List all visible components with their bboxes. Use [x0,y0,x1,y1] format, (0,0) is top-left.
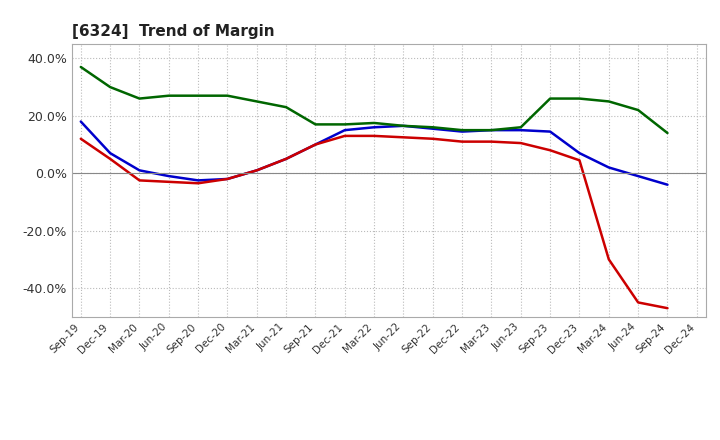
Operating Cashflow [106,84,114,90]
Operating Cashflow [663,130,672,136]
Operating Cashflow [516,125,525,130]
Operating Cashflow [253,99,261,104]
Net Income [194,181,202,186]
Ordinary Income [575,150,584,156]
Ordinary Income [399,123,408,128]
Operating Cashflow [546,96,554,101]
Net Income [634,300,642,305]
Operating Cashflow [487,128,496,133]
Net Income [428,136,437,141]
Net Income [164,179,173,184]
Ordinary Income [663,182,672,187]
Operating Cashflow [223,93,232,98]
Ordinary Income [516,128,525,133]
Operating Cashflow [135,96,144,101]
Net Income [135,178,144,183]
Ordinary Income [253,168,261,173]
Net Income [546,147,554,153]
Operating Cashflow [282,105,290,110]
Ordinary Income [634,173,642,179]
Net Income [76,136,85,141]
Net Income [370,133,379,139]
Ordinary Income [76,119,85,124]
Ordinary Income [164,173,173,179]
Operating Cashflow [370,120,379,125]
Net Income [311,142,320,147]
Operating Cashflow [458,128,467,133]
Ordinary Income [311,142,320,147]
Net Income [341,133,349,139]
Ordinary Income [546,129,554,134]
Net Income [663,305,672,311]
Operating Cashflow [428,125,437,130]
Operating Cashflow [634,107,642,113]
Ordinary Income [458,129,467,134]
Net Income [516,140,525,146]
Ordinary Income [605,165,613,170]
Net Income [106,156,114,161]
Ordinary Income [106,150,114,156]
Net Income [399,135,408,140]
Operating Cashflow [194,93,202,98]
Operating Cashflow [341,122,349,127]
Operating Cashflow [605,99,613,104]
Operating Cashflow [399,123,408,128]
Ordinary Income [428,126,437,132]
Net Income [487,139,496,144]
Operating Cashflow [311,122,320,127]
Line: Ordinary Income: Ordinary Income [81,121,667,185]
Operating Cashflow [575,96,584,101]
Net Income [282,156,290,161]
Line: Net Income: Net Income [81,136,667,308]
Net Income [605,257,613,262]
Ordinary Income [135,168,144,173]
Ordinary Income [282,156,290,161]
Operating Cashflow [164,93,173,98]
Net Income [458,139,467,144]
Ordinary Income [370,125,379,130]
Ordinary Income [341,128,349,133]
Ordinary Income [487,128,496,133]
Line: Operating Cashflow: Operating Cashflow [81,67,667,133]
Net Income [223,176,232,182]
Operating Cashflow [76,64,85,70]
Ordinary Income [223,176,232,182]
Net Income [253,168,261,173]
Net Income [575,158,584,163]
Ordinary Income [194,178,202,183]
Text: [6324]  Trend of Margin: [6324] Trend of Margin [72,24,274,39]
